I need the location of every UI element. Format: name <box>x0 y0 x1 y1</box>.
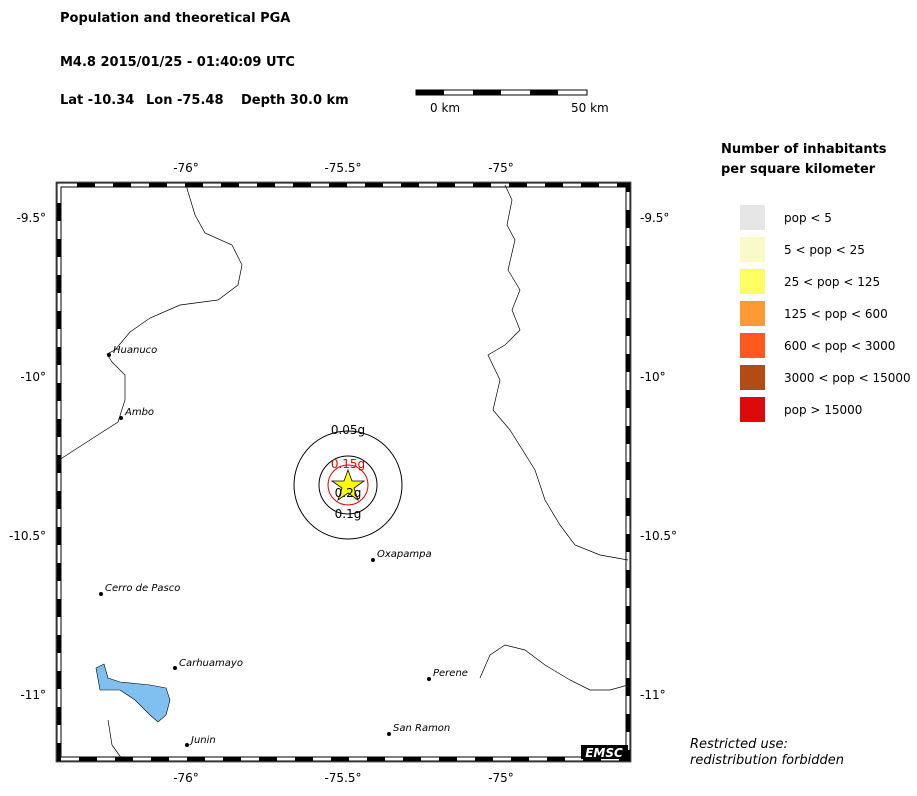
lat-label: -10.5° <box>9 529 46 543</box>
logo: EMSC <box>585 746 623 760</box>
lat-label: -10.5° <box>640 529 677 543</box>
legend: pop < 5 5 < pop < 25 25 < pop < 125 125 < p… <box>740 205 911 422</box>
city-label: Oxapampa <box>377 549 432 560</box>
lon-label: -76° <box>173 771 199 785</box>
pga-label: 0.05g <box>331 423 365 437</box>
map-frame <box>55 181 632 763</box>
legend-swatch <box>740 365 765 390</box>
footer-note: Restricted use: <box>690 737 788 752</box>
legend-swatch <box>740 237 765 262</box>
legend-swatch <box>740 205 765 230</box>
city-label: San Ramon <box>393 723 450 734</box>
legend-swatch <box>740 301 765 326</box>
city-label: Huanuco <box>113 345 157 356</box>
pga-label: 0.15g <box>331 457 365 471</box>
scale-start: 0 km <box>430 101 460 115</box>
legend-label: pop > 15000 <box>784 403 862 417</box>
boundaries <box>58 184 629 760</box>
axis-labels: -76° -75.5° -75° -76° -75.5° -75° -9.5° … <box>9 161 677 785</box>
city-label: Cerro de Pasco <box>105 583 180 594</box>
pga-label: 0.2g <box>335 486 362 500</box>
lat-label: -10° <box>640 370 666 384</box>
lon-label: -76° <box>173 161 199 175</box>
event-info: M4.8 2015/01/25 - 01:40:09 UTC <box>60 55 295 70</box>
legend-label: 25 < pop < 125 <box>784 275 880 289</box>
legend-swatch <box>740 397 765 422</box>
lat-label: -9.5° <box>17 211 46 225</box>
lake <box>95 663 171 723</box>
lat-label: -11° <box>640 688 666 702</box>
lon-label: -75.5° <box>324 161 361 175</box>
legend-title: Number of inhabitants <box>721 142 887 157</box>
depth: Depth 30.0 km <box>241 93 349 108</box>
longitude: Lon -75.48 <box>146 93 224 108</box>
lat-label: -11° <box>20 688 46 702</box>
legend-label: 125 < pop < 600 <box>784 307 888 321</box>
legend-swatch <box>740 333 765 358</box>
legend-swatch <box>740 269 765 294</box>
legend-label: 600 < pop < 3000 <box>784 339 895 353</box>
legend-label: 3000 < pop < 15000 <box>784 371 911 385</box>
legend-label: pop < 5 <box>784 211 832 225</box>
logo-box <box>581 745 628 759</box>
latitude: Lat -10.34 <box>60 93 134 108</box>
cities: Huanuco Ambo Cerro de Pasco Carhuamayo J… <box>99 345 468 747</box>
legend-title: per square kilometer <box>721 162 876 177</box>
city-label: Perene <box>433 668 468 679</box>
footer-note: redistribution forbidden <box>690 753 844 768</box>
city-label: Ambo <box>124 407 154 418</box>
scale-end: 50 km <box>571 101 609 115</box>
scale-bar: 0 km 50 km <box>415 89 609 115</box>
pga-label: 0.1g <box>335 507 362 521</box>
lon-label: -75.5° <box>324 771 361 785</box>
lon-label: -75° <box>488 771 514 785</box>
pga-circles: 0.05g 0.15g 0.2g 0.1g <box>293 423 403 540</box>
city-label: Junin <box>189 735 216 746</box>
lat-label: -10° <box>20 370 46 384</box>
lon-label: -75° <box>488 161 514 175</box>
lat-label: -9.5° <box>640 211 669 225</box>
legend-label: 5 < pop < 25 <box>784 243 865 257</box>
city-label: Carhuamayo <box>179 658 243 669</box>
title: Population and theoretical PGA <box>60 11 290 26</box>
